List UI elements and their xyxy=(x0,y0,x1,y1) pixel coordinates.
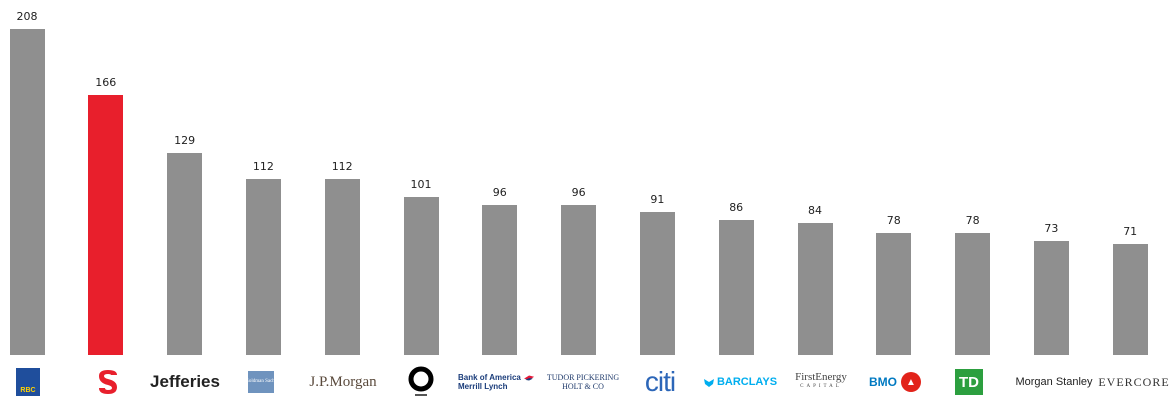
logo-firstenergy: FirstEnergy CAPITAL xyxy=(784,366,858,398)
logo-bank-of-america: Bank of America Merrill Lynch xyxy=(458,366,534,398)
bar-value-label-0: 208 xyxy=(16,10,38,23)
boa-flag-icon xyxy=(523,375,534,381)
citi-logo: citi xyxy=(644,366,676,397)
logo-td: TD xyxy=(953,366,985,398)
morgan-stanley-logo: Morgan Stanley xyxy=(1015,376,1093,388)
bar-6 xyxy=(482,204,518,355)
firstenergy-line2: CAPITAL xyxy=(800,384,842,389)
rbc-logo: RBC xyxy=(16,368,40,396)
evercore-logo: EVERCORE xyxy=(1098,374,1170,389)
bar-3 xyxy=(245,179,281,355)
scotiabank-logo-icon xyxy=(99,370,117,394)
bar-2 xyxy=(167,152,203,355)
logo-jpmorgan: J.P.Morgan xyxy=(301,366,385,398)
bar-value-label-11: 78 xyxy=(886,213,901,227)
td-logo: TD xyxy=(955,369,983,395)
bar-value-label-12: 78 xyxy=(965,213,980,227)
tudor-line1: TUDOR PICKERING xyxy=(546,373,620,382)
boa-logo-text: Bank of America Merrill Lynch xyxy=(458,373,521,391)
bar-value-label-7: 96 xyxy=(571,185,586,199)
bar-9 xyxy=(718,220,754,355)
boa-line1: Bank of America xyxy=(458,373,521,382)
logo-goldman-sachs: Goldman Sachs xyxy=(244,366,278,398)
jpmorgan-logo: J.P.Morgan xyxy=(309,373,377,390)
boa-line2: Merrill Lynch xyxy=(458,382,508,391)
logo-jefferies: Jefferies xyxy=(140,366,230,398)
logo-macquarie xyxy=(405,366,437,398)
goldman-sachs-logo: Goldman Sachs xyxy=(245,371,277,393)
bar-12 xyxy=(955,232,991,355)
bar-13 xyxy=(1033,240,1069,355)
bar-value-label-14: 71 xyxy=(1123,224,1138,238)
bar-0 xyxy=(9,29,45,355)
bar-value-label-5: 101 xyxy=(410,177,432,191)
bar-value-label-13: 73 xyxy=(1044,221,1059,235)
tudor-line2: HOLT & CO xyxy=(562,382,604,391)
bar-value-label-8: 91 xyxy=(650,193,665,207)
bar-8 xyxy=(639,212,675,355)
tudor-logo-text: TUDOR PICKERING HOLT & CO xyxy=(547,373,619,391)
logo-barclays: BARCLAYS xyxy=(700,366,780,398)
bar-value-label-4: 112 xyxy=(331,160,353,174)
bmo-roundel-icon: ▲ xyxy=(901,372,921,392)
macquarie-logo-icon xyxy=(408,366,434,396)
bmo-logo: BMO ▲ xyxy=(869,372,921,392)
bar-11 xyxy=(876,232,912,355)
logo-rbc: RBC xyxy=(12,366,44,398)
firstenergy-logo: FirstEnergy CAPITAL xyxy=(795,372,847,392)
logo-citi: citi xyxy=(630,366,690,398)
bmo-logo-text: BMO xyxy=(869,375,897,389)
bar-value-label-10: 84 xyxy=(808,204,822,218)
jefferies-logo: Jefferies xyxy=(150,372,220,391)
bar-1 xyxy=(88,94,124,355)
bar-value-label-2: 129 xyxy=(174,133,196,147)
bar-7 xyxy=(561,204,597,355)
firstenergy-line1: FirstEnergy xyxy=(795,371,847,383)
bar-value-label-9: 86 xyxy=(729,201,744,215)
bar-value-label-1: 166 xyxy=(95,75,117,89)
bar-5 xyxy=(403,196,439,355)
logo-scotiabank xyxy=(91,366,125,398)
eagle-icon xyxy=(703,379,714,387)
barclays-logo: BARCLAYS xyxy=(716,376,778,388)
bar-value-label-6: 96 xyxy=(492,185,507,199)
logo-morgan-stanley: Morgan Stanley xyxy=(1009,366,1099,398)
bar-4 xyxy=(324,179,360,355)
logo-bmo: BMO ▲ xyxy=(858,366,932,398)
logo-tudor-pickering: TUDOR PICKERING HOLT & CO xyxy=(540,366,626,398)
bar-10 xyxy=(797,223,833,355)
bar-14 xyxy=(1112,243,1148,355)
bar-value-label-3: 112 xyxy=(252,160,274,174)
logo-evercore: EVERCORE xyxy=(1096,366,1172,398)
